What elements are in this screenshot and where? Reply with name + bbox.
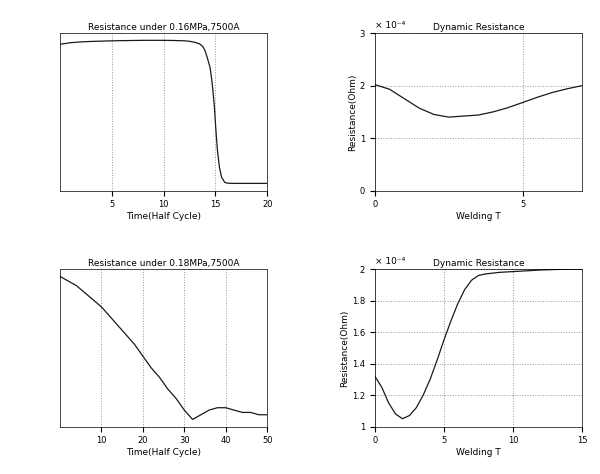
- X-axis label: Welding T: Welding T: [456, 212, 501, 221]
- Title: Dynamic Resistance: Dynamic Resistance: [433, 259, 524, 268]
- Y-axis label: Resistance(Ohm): Resistance(Ohm): [340, 309, 349, 387]
- Title: Resistance under 0.18MPa,7500A: Resistance under 0.18MPa,7500A: [88, 259, 239, 268]
- Title: Resistance under 0.16MPa,7500A: Resistance under 0.16MPa,7500A: [88, 23, 239, 32]
- X-axis label: Time(Half Cycle): Time(Half Cycle): [126, 448, 201, 457]
- Y-axis label: Resistance(Ohm): Resistance(Ohm): [348, 73, 357, 151]
- X-axis label: Welding T: Welding T: [456, 448, 501, 457]
- Text: × 10⁻⁴: × 10⁻⁴: [375, 21, 405, 30]
- Text: × 10⁻⁴: × 10⁻⁴: [375, 257, 405, 266]
- X-axis label: Time(Half Cycle): Time(Half Cycle): [126, 212, 201, 221]
- Title: Dynamic Resistance: Dynamic Resistance: [433, 23, 524, 32]
